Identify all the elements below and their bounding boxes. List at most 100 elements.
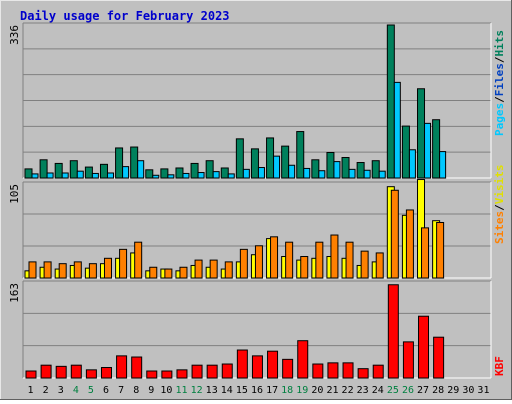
files-bar-day-13	[212, 171, 220, 179]
kbf-bar-day-3	[55, 365, 67, 379]
legend-sites-visits-part: Visits	[493, 165, 506, 205]
sites-bar-day-5	[88, 263, 97, 279]
hits-bar-day-7	[115, 147, 124, 179]
x-tick-day-25: 25	[387, 385, 399, 396]
chart-title: Daily usage for February 2023	[20, 9, 230, 23]
sites-bar-day-16	[254, 245, 263, 279]
hits-bar-day-9	[145, 169, 154, 179]
sites-bar-day-20	[315, 241, 324, 279]
kbf-bar-day-23	[357, 368, 369, 379]
hits-bar-day-2	[39, 159, 48, 179]
files-bar-day-2	[46, 172, 54, 179]
sites-bar-day-1	[28, 261, 37, 279]
kbf-bar-day-21	[327, 362, 339, 379]
kbf-bar-day-4	[70, 364, 82, 379]
sites-bar-day-2	[43, 261, 52, 279]
x-tick-day-13: 13	[206, 385, 218, 396]
hits-bar-day-19	[296, 131, 305, 179]
hits-bar-day-11	[175, 167, 184, 179]
x-tick-day-22: 22	[342, 385, 354, 396]
hits-bar-day-21	[326, 152, 335, 179]
sites-bar-day-28	[436, 221, 445, 279]
x-tick-day-16: 16	[251, 385, 263, 396]
kbf-bar-day-18	[282, 358, 294, 379]
kbf-bar-day-19	[297, 340, 309, 379]
legend-sites-visits-part: /	[493, 204, 506, 211]
files-bar-day-23	[363, 169, 371, 179]
kbf-bar-day-7	[116, 355, 128, 379]
sites-bar-day-22	[345, 241, 354, 279]
files-bar-day-11	[182, 172, 190, 179]
sites-bar-day-6	[103, 257, 112, 279]
kbf-bar-day-13	[206, 364, 218, 379]
sites-bar-day-13	[209, 259, 218, 279]
legend-pages-files-hits-part: Hits	[493, 30, 506, 57]
kbf-bar-day-5	[85, 369, 97, 379]
hits-bar-day-17	[266, 137, 275, 179]
x-tick-day-3: 3	[58, 385, 64, 396]
files-bar-day-25	[393, 81, 401, 179]
files-bar-day-9	[152, 174, 160, 179]
x-tick-day-15: 15	[236, 385, 248, 396]
x-tick-day-19: 19	[296, 385, 308, 396]
files-bar-day-17	[273, 155, 281, 179]
sites-bar-day-18	[285, 241, 294, 279]
files-bar-day-5	[91, 172, 99, 179]
files-bar-day-24	[378, 170, 386, 179]
sites-bar-day-10	[164, 268, 173, 279]
legend-kbf: KBF	[493, 356, 506, 376]
x-tick-day-20: 20	[311, 385, 323, 396]
files-bar-day-19	[303, 167, 311, 179]
x-tick-day-2: 2	[43, 385, 49, 396]
sites-bar-day-19	[300, 256, 309, 279]
kbf-bar-day-17	[267, 350, 279, 379]
sites-bar-day-15	[239, 248, 248, 279]
hits-bar-day-15	[235, 138, 244, 179]
kbf-bar-day-9	[146, 370, 158, 379]
files-bar-day-16	[257, 167, 265, 179]
kbf-bar-day-6	[100, 367, 112, 379]
x-tick-day-9: 9	[148, 385, 154, 396]
x-tick-day-14: 14	[221, 385, 233, 396]
files-bar-day-1	[31, 173, 39, 179]
kbf-bar-day-10	[161, 370, 173, 379]
hits-bar-day-23	[356, 162, 365, 179]
hits-bar-day-27	[417, 88, 426, 179]
files-bar-day-6	[106, 172, 114, 179]
hits-bar-day-10	[160, 168, 169, 179]
x-tick-day-24: 24	[372, 385, 384, 396]
legend-pages-files-hits-part: /	[493, 96, 506, 103]
hits-bar-day-6	[99, 163, 108, 179]
hits-bar-day-14	[220, 167, 229, 179]
hits-bar-day-3	[54, 162, 63, 179]
x-tick-day-11: 11	[175, 385, 187, 396]
panel-2-max-label: 105	[8, 184, 21, 204]
kbf-bar-day-14	[221, 363, 233, 379]
kbf-bar-day-20	[312, 363, 324, 379]
files-bar-day-4	[76, 170, 84, 179]
hits-bar-day-26	[401, 125, 410, 179]
kbf-bar-day-16	[251, 355, 263, 379]
x-tick-day-29: 29	[447, 385, 459, 396]
x-tick-day-31: 31	[477, 385, 489, 396]
hits-bar-day-24	[371, 160, 380, 179]
x-tick-day-26: 26	[402, 385, 414, 396]
sites-bar-day-11	[179, 266, 188, 279]
x-tick-day-21: 21	[326, 385, 338, 396]
files-bar-day-15	[242, 168, 250, 179]
sites-bar-day-7	[119, 248, 128, 279]
kbf-bar-day-25	[387, 284, 399, 379]
x-tick-day-5: 5	[88, 385, 94, 396]
files-bar-day-27	[424, 122, 432, 179]
x-tick-day-23: 23	[357, 385, 369, 396]
sites-bar-day-21	[330, 234, 339, 279]
legend-pages-files-hits-part: Pages	[493, 103, 506, 136]
x-tick-day-27: 27	[417, 385, 429, 396]
hits-bar-day-13	[205, 160, 214, 179]
x-tick-day-10: 10	[160, 385, 172, 396]
sites-bar-day-8	[134, 241, 143, 279]
kbf-bar-day-8	[131, 356, 143, 379]
kbf-bar-day-24	[372, 364, 384, 379]
sites-bar-day-12	[194, 259, 203, 279]
